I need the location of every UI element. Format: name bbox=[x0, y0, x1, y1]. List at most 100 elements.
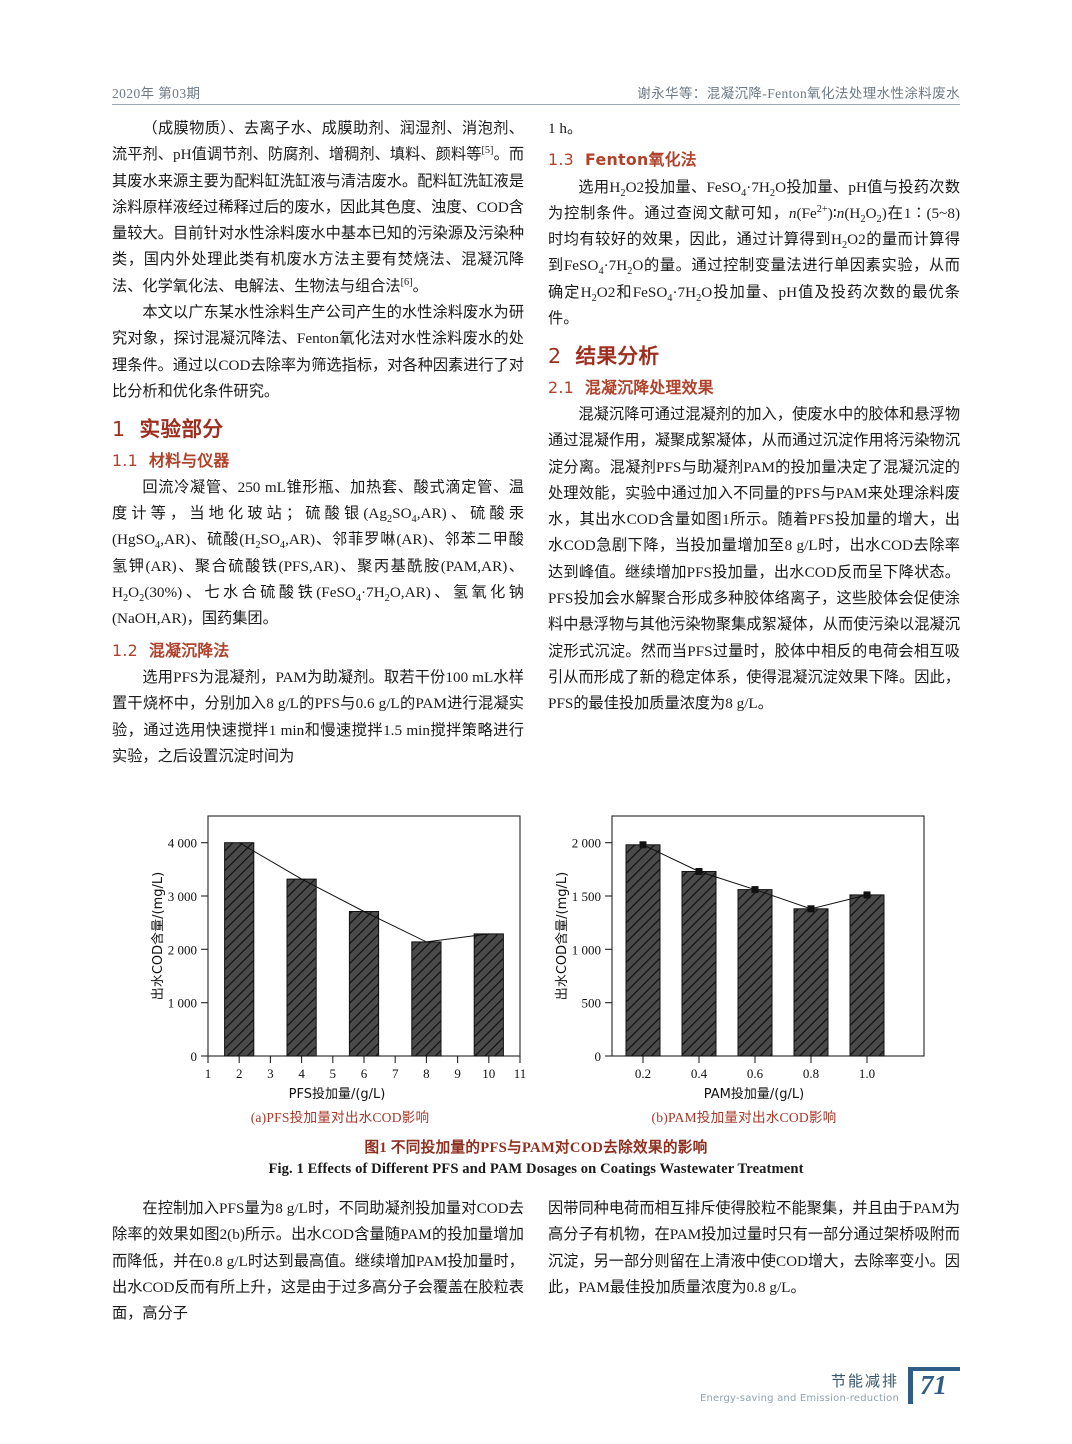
chart-a-svg: 0 1 000 2 000 3 000 4 000 bbox=[150, 815, 527, 1102]
bar bbox=[473, 933, 504, 1057]
x-axis-a: 1 2 3 4 5 6 7 8 9 10 11 bbox=[205, 1056, 527, 1081]
y-tick-label: 500 bbox=[582, 996, 602, 1011]
subsection-number: 1.3 bbox=[548, 150, 575, 170]
bar bbox=[737, 889, 773, 1057]
subsection-number: 1.2 bbox=[112, 640, 139, 660]
y-tick-label: 2 000 bbox=[168, 942, 197, 957]
footer-en: Energy-saving and Emission-reduction bbox=[699, 1392, 899, 1404]
y-axis-a: 0 1 000 2 000 3 000 4 000 bbox=[168, 836, 208, 1064]
bar bbox=[793, 908, 829, 1057]
paragraph: 选用PFS为混凝剂，PAM为助凝剂。取若干份100 mL水样置干烧杯中，分别加入… bbox=[112, 668, 524, 765]
footer-journal-name: 节能减排 Energy-saving and Emission-reductio… bbox=[699, 1372, 899, 1404]
page-number-badge: 71 bbox=[908, 1367, 960, 1404]
lower-left-column: 在控制加入PFS量为8 g/L时，不同助凝剂投加量对COD去除率的效果如图2(b… bbox=[112, 1196, 524, 1327]
x-tick-label: 0.8 bbox=[803, 1066, 819, 1081]
x-tick-label: 7 bbox=[392, 1066, 399, 1081]
chart-pam-dosage: 0 500 1 000 1 500 2 000 bbox=[544, 806, 944, 1106]
bar bbox=[681, 871, 717, 1057]
x-axis-label: PFS投加量/(g/L) bbox=[289, 1086, 386, 1102]
x-tick-label: 0.6 bbox=[747, 1066, 764, 1081]
paragraph: （成膜物质）、去离子水、成膜助剂、润湿剂、消泡剂、流平剂、pH值调节剂、防腐剂、… bbox=[112, 120, 525, 295]
y-tick-label: 2 000 bbox=[572, 836, 601, 851]
paragraph: 因带同种电荷而相互排斥使得胶粒不能聚集，并且由于PAM为高分子有机物，在PAM投… bbox=[548, 1200, 960, 1296]
page-number: 71 bbox=[920, 1370, 947, 1400]
x-tick-label: 5 bbox=[330, 1066, 337, 1081]
bar bbox=[286, 878, 317, 1057]
right-column: 1 h。 1.3 Fenton氧化法 选用H2O2投加量、FeSO4·7H2O投加… bbox=[548, 116, 960, 718]
chart-pfs-dosage: 0 1 000 2 000 3 000 4 000 bbox=[140, 806, 540, 1106]
section-number: 2 bbox=[548, 344, 562, 369]
header-divider bbox=[112, 104, 960, 105]
running-head-left: 2020年 第03期 bbox=[112, 86, 201, 101]
bar bbox=[224, 842, 255, 1057]
paragraph: 本文以广东某水性涂料生产公司产生的水性涂料废水为研究对象，探讨混凝沉降法、Fen… bbox=[112, 304, 524, 400]
bar bbox=[348, 911, 380, 1057]
y-tick-label: 1 000 bbox=[572, 942, 601, 957]
x-tick-label: 1.0 bbox=[859, 1066, 875, 1081]
bar bbox=[849, 894, 885, 1057]
subsection-title: 材料与仪器 bbox=[149, 450, 230, 470]
running-head-right: 谢永华等：混凝沉降-Fenton氧化法处理水性涂料废水 bbox=[637, 86, 960, 101]
x-tick-label: 11 bbox=[514, 1066, 527, 1081]
subcaption-a: (a)PFS投加量对出水COD影响 bbox=[250, 1110, 430, 1125]
x-tick-label: 1 bbox=[205, 1066, 212, 1081]
x-tick-label: 2 bbox=[236, 1066, 243, 1081]
x-tick-label: 0.2 bbox=[635, 1066, 651, 1081]
y-axis-b: 0 500 1 000 1 500 2 000 bbox=[572, 836, 612, 1064]
section-heading-1: 1 实验部分 bbox=[112, 416, 524, 442]
subsection-heading-1-1: 1.1 材料与仪器 bbox=[112, 448, 524, 474]
y-tick-label: 0 bbox=[595, 1049, 602, 1064]
figure-1: 0 1 000 2 000 3 000 4 000 bbox=[112, 806, 960, 1196]
paragraph: 1 h。 bbox=[548, 120, 583, 137]
x-axis-label: PAM投加量/(g/L) bbox=[704, 1086, 805, 1102]
x-tick-label: 4 bbox=[298, 1066, 305, 1081]
lower-right-column: 因带同种电荷而相互排斥使得胶粒不能聚集，并且由于PAM为高分子有机物，在PAM投… bbox=[548, 1196, 960, 1301]
section-number: 1 bbox=[112, 417, 126, 442]
x-axis-b: 0.2 0.4 0.6 0.8 1.0 bbox=[635, 1056, 875, 1081]
figure-caption-en: Fig. 1 Effects of Different PFS and PAM … bbox=[268, 1161, 804, 1177]
y-axis-label: 出水COD含量/(mg/L) bbox=[150, 872, 166, 1000]
x-tick-label: 6 bbox=[361, 1066, 368, 1081]
footer-cn: 节能减排 bbox=[830, 1372, 899, 1391]
bars-b bbox=[625, 844, 885, 1057]
x-tick-label: 3 bbox=[267, 1066, 274, 1081]
badge-bar-left bbox=[908, 1370, 913, 1404]
subsection-number: 2.1 bbox=[548, 377, 575, 397]
chart-b-svg: 0 500 1 000 1 500 2 000 bbox=[554, 815, 925, 1102]
paragraph: 选用H2O2投加量、FeSO4·7H2O投加量、pH值与投药次数为控制条件。通过… bbox=[548, 178, 961, 328]
left-column: （成膜物质）、去离子水、成膜助剂、润湿剂、消泡剂、流平剂、pH值调节剂、防腐剂、… bbox=[112, 116, 524, 770]
x-tick-label: 10 bbox=[482, 1066, 495, 1081]
x-tick-label: 9 bbox=[454, 1066, 461, 1081]
section-heading-2: 2 结果分析 bbox=[548, 343, 960, 369]
figure-caption: 图1 不同投加量的PFS与PAM对COD去除效果的影响 Fig. 1 Effec… bbox=[112, 1136, 960, 1178]
subcaption-b: (b)PAM投加量对出水COD影响 bbox=[651, 1110, 837, 1125]
y-tick-label: 0 bbox=[191, 1049, 198, 1064]
paragraph: 回流冷凝管、250 mL锥形瓶、加热套、酸式滴定管、温度计等，当地化玻站；硫酸银… bbox=[112, 478, 525, 628]
bar bbox=[411, 941, 442, 1057]
subsection-number: 1.1 bbox=[112, 450, 139, 470]
subsection-heading-2-1: 2.1 混凝沉降处理效果 bbox=[548, 375, 960, 401]
x-tick-label: 0.4 bbox=[691, 1066, 708, 1081]
subsection-title: Fenton氧化法 bbox=[585, 150, 697, 170]
subsection-title: 混凝沉降法 bbox=[149, 640, 230, 660]
trend-markers-b bbox=[639, 841, 871, 913]
figure-caption-cn: 图1 不同投加量的PFS与PAM对COD去除效果的影响 bbox=[364, 1140, 708, 1156]
bars-a bbox=[224, 842, 504, 1057]
section-title: 结果分析 bbox=[575, 344, 660, 369]
running-head: 2020年 第03期 谢永华等：混凝沉降-Fenton氧化法处理水性涂料废水 bbox=[112, 76, 960, 102]
badge-bar-top bbox=[908, 1367, 960, 1371]
page-footer: 节能减排 Energy-saving and Emission-reductio… bbox=[700, 1367, 960, 1404]
subsection-title: 混凝沉降处理效果 bbox=[585, 377, 714, 397]
x-tick-label: 8 bbox=[423, 1066, 430, 1081]
y-tick-label: 1 500 bbox=[572, 889, 601, 904]
subsection-heading-1-3: 1.3 Fenton氧化法 bbox=[548, 147, 960, 173]
y-tick-label: 3 000 bbox=[168, 889, 197, 904]
bar bbox=[625, 844, 661, 1057]
section-title: 实验部分 bbox=[139, 417, 224, 442]
y-axis-label: 出水COD含量/(mg/L) bbox=[554, 872, 570, 1000]
trend-line-a bbox=[238, 842, 489, 943]
paragraph: 混凝沉降可通过混凝剂的加入，使废水中的胶体和悬浮物通过混凝作用，凝聚成絮凝体，从… bbox=[548, 405, 960, 713]
subsection-heading-1-2: 1.2 混凝沉降法 bbox=[112, 638, 524, 664]
charts-row: 0 1 000 2 000 3 000 4 000 bbox=[112, 806, 960, 1125]
